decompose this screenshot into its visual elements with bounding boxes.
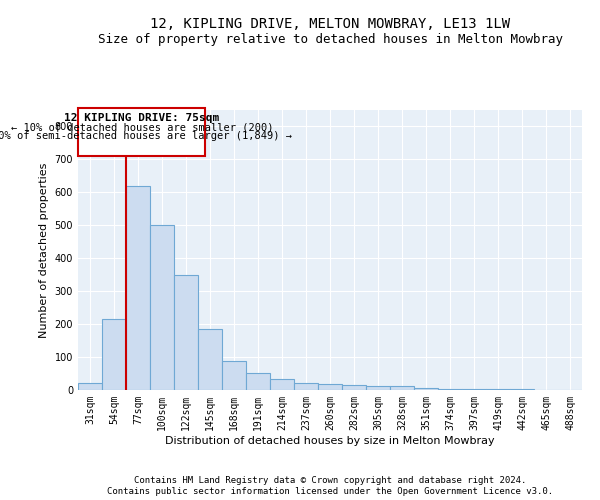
X-axis label: Distribution of detached houses by size in Melton Mowbray: Distribution of detached houses by size … xyxy=(165,436,495,446)
Bar xyxy=(126,186,150,390)
Text: 12 KIPLING DRIVE: 75sqm: 12 KIPLING DRIVE: 75sqm xyxy=(64,114,220,124)
Bar xyxy=(102,319,126,390)
Y-axis label: Number of detached properties: Number of detached properties xyxy=(39,162,49,338)
Text: Size of property relative to detached houses in Melton Mowbray: Size of property relative to detached ho… xyxy=(97,32,563,46)
Bar xyxy=(294,383,318,390)
Text: Contains public sector information licensed under the Open Government Licence v3: Contains public sector information licen… xyxy=(107,487,553,496)
Bar xyxy=(342,385,366,390)
Bar xyxy=(222,361,246,390)
Bar xyxy=(438,388,462,390)
Bar xyxy=(270,379,294,390)
Bar xyxy=(198,329,222,390)
FancyBboxPatch shape xyxy=(79,108,205,156)
Bar xyxy=(414,388,438,390)
Bar xyxy=(318,384,342,390)
Bar xyxy=(150,226,174,390)
Bar xyxy=(462,389,486,390)
Bar xyxy=(390,386,414,390)
Bar xyxy=(246,373,270,390)
Bar xyxy=(78,383,102,390)
Text: 90% of semi-detached houses are larger (1,849) →: 90% of semi-detached houses are larger (… xyxy=(0,132,292,141)
Bar xyxy=(366,386,390,390)
Text: 12, KIPLING DRIVE, MELTON MOWBRAY, LE13 1LW: 12, KIPLING DRIVE, MELTON MOWBRAY, LE13 … xyxy=(150,18,510,32)
Text: Contains HM Land Registry data © Crown copyright and database right 2024.: Contains HM Land Registry data © Crown c… xyxy=(134,476,526,485)
Bar xyxy=(174,274,198,390)
Text: ← 10% of detached houses are smaller (200): ← 10% of detached houses are smaller (20… xyxy=(11,122,273,132)
